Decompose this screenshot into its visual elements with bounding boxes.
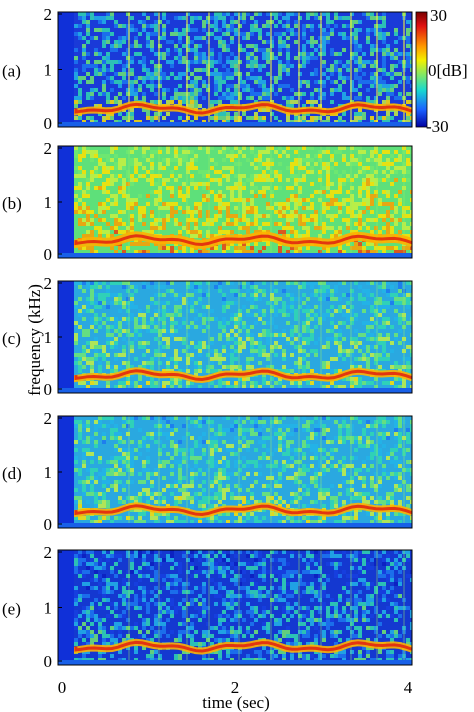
panel-label: (e) xyxy=(2,600,21,619)
y-tick-label: 2 xyxy=(44,139,53,158)
y-tick-label: 1 xyxy=(44,61,53,80)
panels-group: 0 1 2 (a) 0 1 2 (b) 0 1 2 (c) 0 1 2 (d) 0 1 2 (e) xyxy=(2,5,413,671)
y-tick-label: 1 xyxy=(44,193,53,212)
spectrogram-image xyxy=(58,12,412,127)
y-tick-label: 0 xyxy=(44,245,53,264)
y-axis-title: frequency (kHz) xyxy=(25,284,44,396)
y-tick-label: 0 xyxy=(44,380,53,399)
colorbar-tick-min: -30 xyxy=(426,117,449,136)
spectrogram-panel: 0 1 2 (e) xyxy=(2,543,413,671)
y-tick-label: 1 xyxy=(44,463,53,482)
panel-label: (d) xyxy=(2,464,22,483)
colorbar-tick-mid: 0[dB] xyxy=(428,61,468,80)
spectrogram-image xyxy=(58,146,412,258)
y-tick-label: 2 xyxy=(44,409,53,428)
spectrogram-image xyxy=(58,550,412,665)
spectrogram-image xyxy=(58,416,412,528)
colorbar-gradient xyxy=(415,11,428,128)
colorbar-tick-max: 30 xyxy=(430,6,447,25)
x-tick-label-0: 0 xyxy=(58,678,67,697)
y-tick-label: 2 xyxy=(44,543,53,562)
panel-label: (a) xyxy=(2,62,21,81)
panel-label: (c) xyxy=(2,329,21,348)
spectrogram-panel: 0 1 2 (a) xyxy=(2,5,413,133)
x-tick-label-4: 4 xyxy=(404,678,413,697)
y-tick-label: 1 xyxy=(44,599,53,618)
x-tick-label-2: 2 xyxy=(231,678,240,697)
y-tick-label: 0 xyxy=(44,652,53,671)
y-tick-label: 1 xyxy=(44,328,53,347)
spectrogram-panel: 0 1 2 (d) xyxy=(2,409,413,534)
spectrogram-panel: 0 1 2 (b) xyxy=(2,139,413,264)
panel-label: (b) xyxy=(2,194,22,213)
spectrogram-image xyxy=(58,281,412,393)
y-tick-label: 0 xyxy=(44,114,53,133)
x-axis-title: time (sec) xyxy=(202,693,270,712)
spectrogram-panel: 0 1 2 (c) xyxy=(2,274,413,399)
y-tick-label: 2 xyxy=(44,5,53,24)
colorbar: 30 0[dB] -30 xyxy=(415,6,468,136)
y-tick-label: 2 xyxy=(44,274,53,293)
y-tick-label: 0 xyxy=(44,515,53,534)
